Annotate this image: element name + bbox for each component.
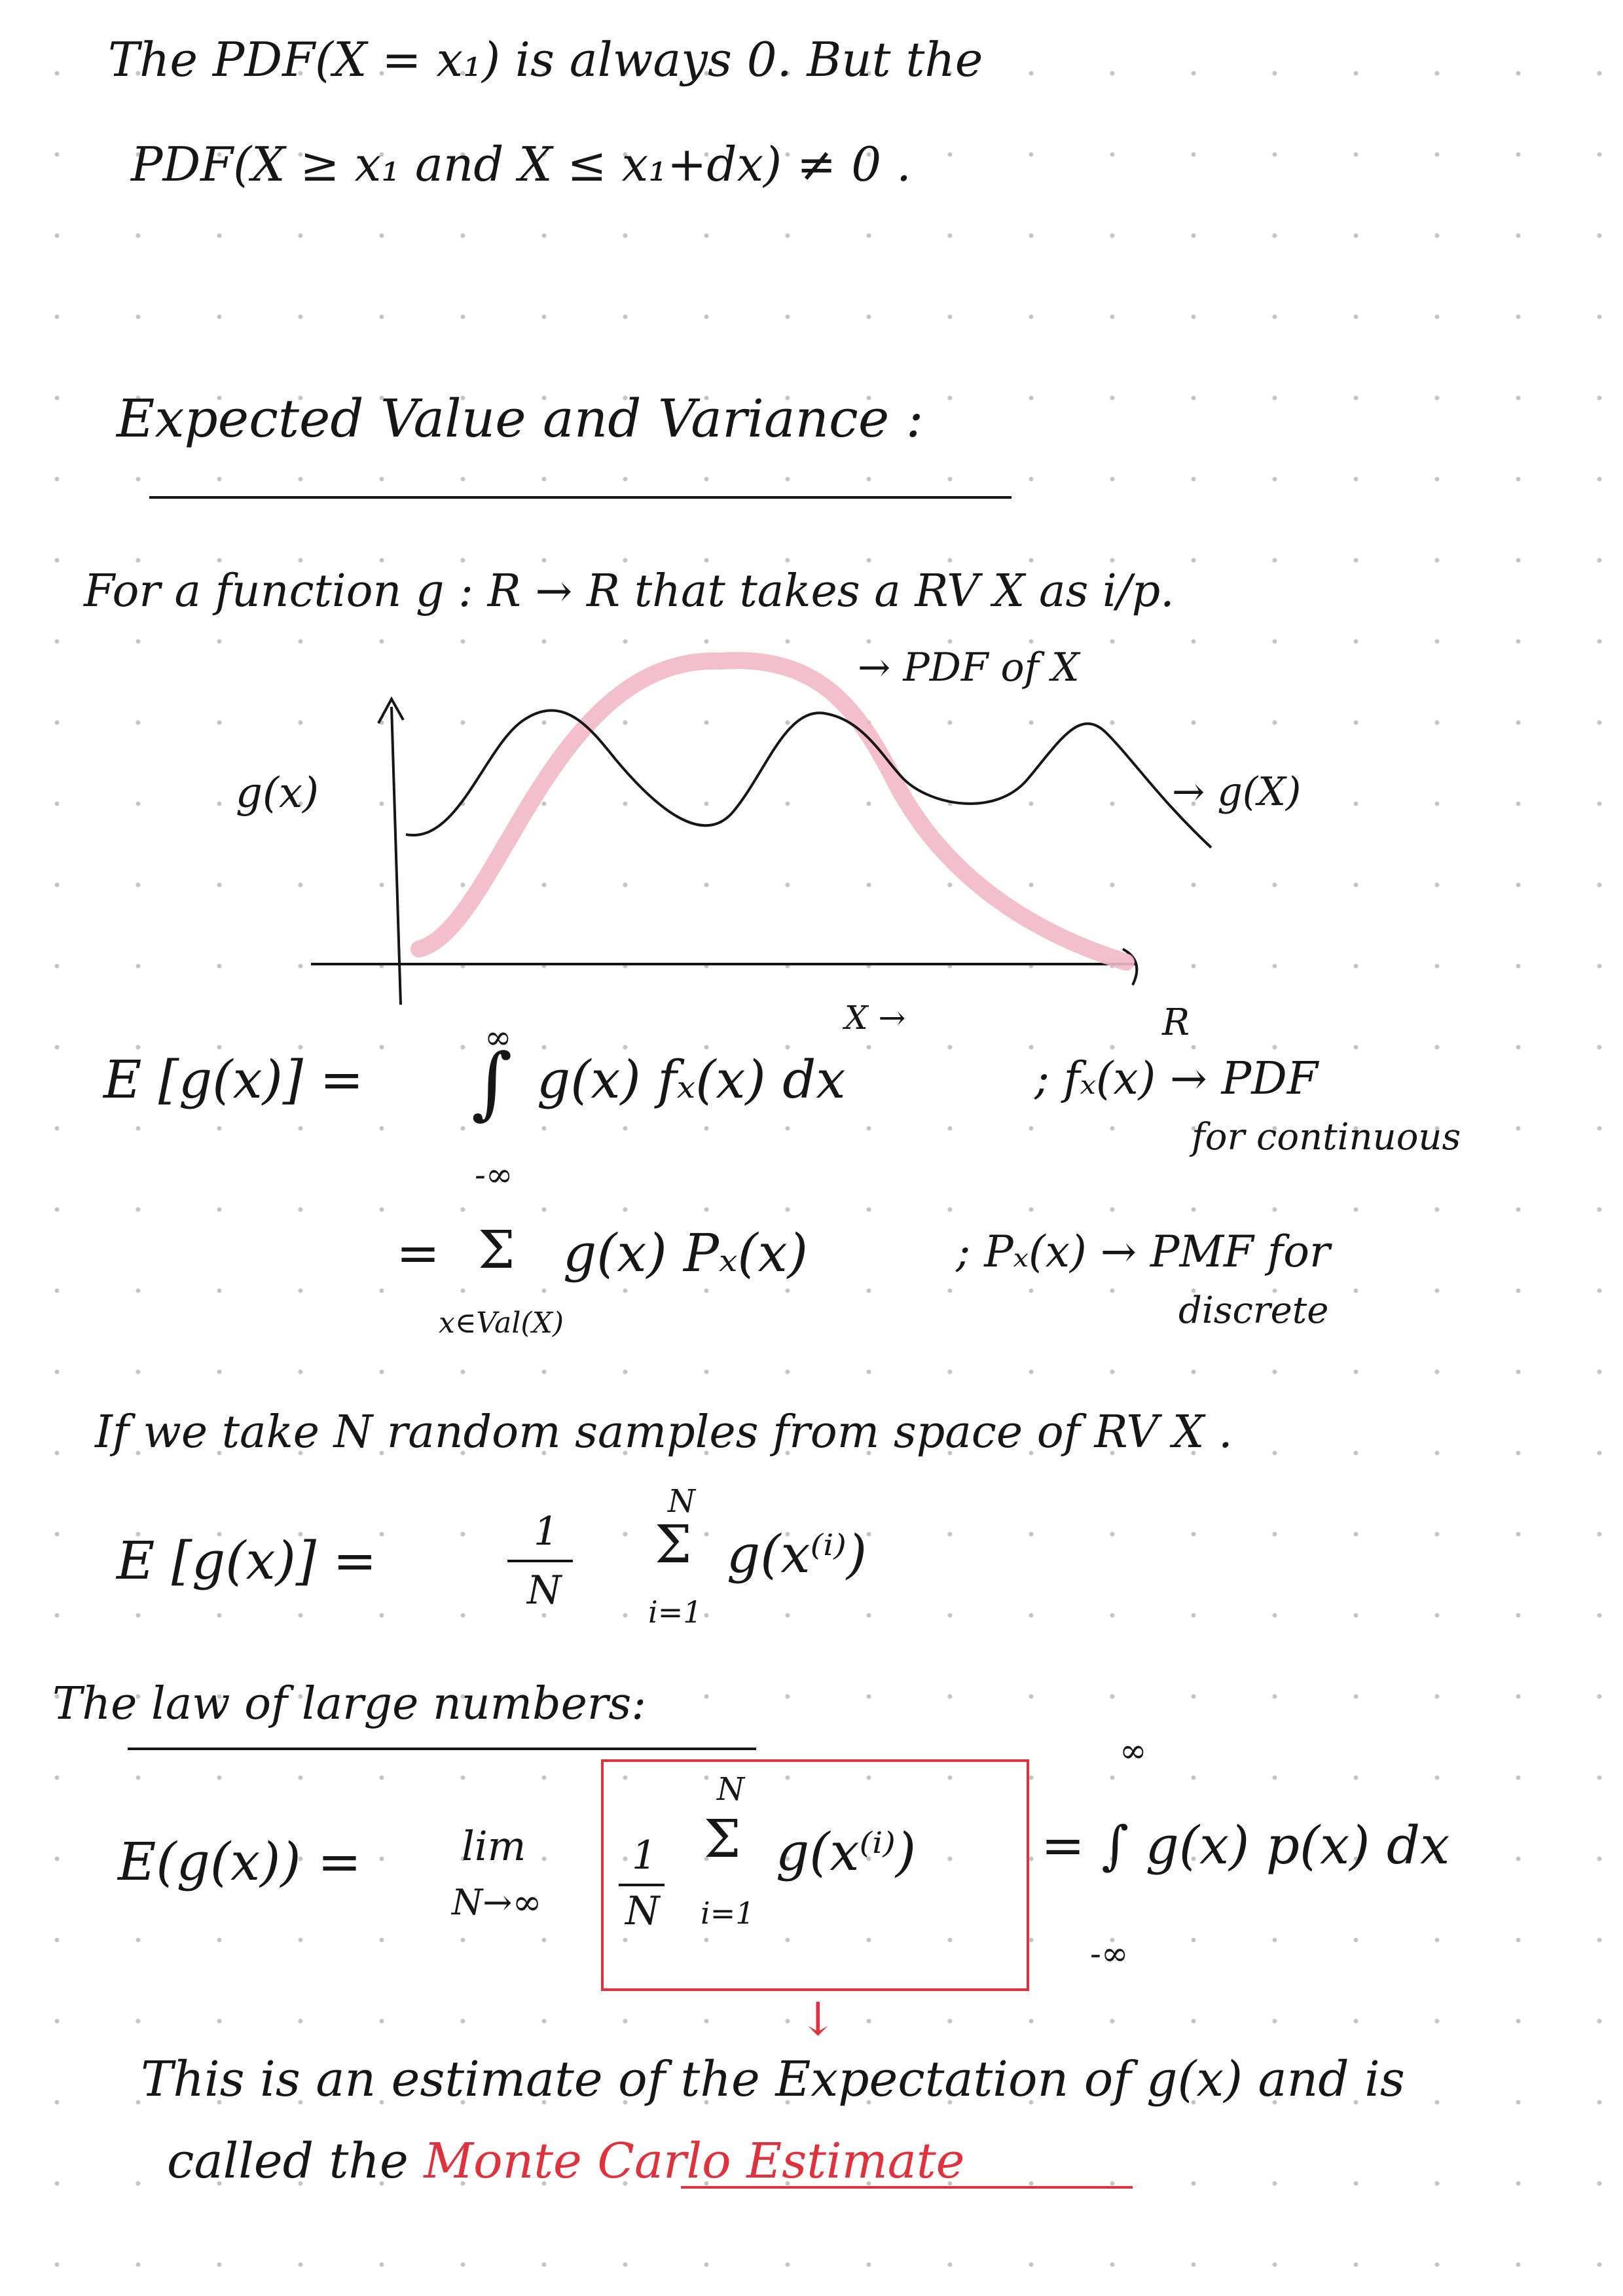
disc-note2: discrete	[1178, 1289, 1329, 1332]
sample-sigma: Σ	[655, 1514, 692, 1575]
monte-carlo-estimate: Monte Carlo Estimate	[424, 2133, 965, 2189]
lln-num: 1	[632, 1833, 657, 1878]
lln-sum-upper: N	[717, 1771, 744, 1808]
conclusion-prefix: called the	[167, 2133, 409, 2189]
lln-sum-lower: i=1	[701, 1895, 755, 1931]
pdf-interval-statement: PDF(X ≥ x₁ and X ≤ x₁+dx) ≠ 0 .	[131, 137, 911, 192]
lln-lim: lim	[462, 1822, 526, 1870]
disc-sigma: Σ	[478, 1219, 515, 1280]
r-axis-label: R	[1162, 1001, 1190, 1044]
cont-note: ; fₓ(x) → PDF	[1034, 1053, 1318, 1105]
lln-sigma: Σ	[704, 1808, 741, 1869]
y-axis	[390, 706, 402, 1005]
cont-lhs: E [g(x)] =	[103, 1049, 364, 1110]
sample-summand: g(x⁽ⁱ⁾)	[727, 1524, 867, 1585]
pdf-annotation: → PDF of X	[858, 645, 1080, 691]
cont-int-upper: ∞	[484, 1018, 512, 1056]
cont-integral: ∫	[471, 1037, 513, 1128]
pdf-point-statement: The PDF(X = x₁) is always 0. But the	[108, 32, 983, 87]
graph-y-label: g(x)	[236, 769, 319, 817]
cont-int-lower: -∞	[475, 1156, 513, 1194]
lln-int-lower: -∞	[1090, 1935, 1129, 1973]
sample-mean-lhs: E [g(x)] =	[117, 1530, 377, 1591]
disc-summand: g(x) Pₓ(x)	[563, 1223, 808, 1283]
conclusion-line2: called the Monte Carlo Estimate	[167, 2137, 964, 2185]
lln-summand: g(x⁽ⁱ⁾)	[776, 1821, 917, 1882]
lln-rhs: = ∫ g(x) p(x) dx	[1041, 1815, 1450, 1876]
down-arrow: ↓	[799, 1992, 837, 2046]
x-axis-label: X →	[845, 999, 906, 1037]
lln-lhs: E(g(x)) =	[118, 1831, 362, 1892]
lln-den: N	[625, 1888, 660, 1934]
function-statement: For a function g : R → R that takes a RV…	[84, 565, 1175, 617]
samples-statement: If we take N random samples from space o…	[95, 1407, 1233, 1458]
cont-integrand: g(x) fₓ(x) dx	[537, 1049, 846, 1110]
pdf-curve	[410, 652, 1135, 971]
lln-int-upper: ∞	[1120, 1732, 1147, 1770]
x-axis-arrow	[1122, 948, 1139, 986]
disc-sum-sub: x∈Val(X)	[439, 1306, 564, 1340]
cont-note2: for continuous	[1192, 1116, 1461, 1158]
sample-sum-lower: i=1	[648, 1594, 702, 1630]
y-axis-arrow	[377, 696, 405, 724]
sample-mean-den: N	[527, 1568, 562, 1613]
section-heading: Expected Value and Variance :	[117, 388, 924, 449]
disc-note: ; Pₓ(x) → PMF for	[956, 1227, 1330, 1277]
lln-heading: The law of large numbers:	[52, 1678, 647, 1730]
monte-carlo-box	[601, 1759, 1029, 1991]
sample-mean-num: 1	[534, 1509, 559, 1554]
lln-lim-sub: N→∞	[452, 1882, 542, 1923]
conclusion-line1: This is an estimate of the Expectation o…	[141, 2051, 1405, 2108]
g-annotation: → g(X)	[1172, 769, 1302, 815]
sample-sum-upper: N	[668, 1483, 695, 1520]
g-curve	[405, 709, 1213, 849]
disc-eq: =	[396, 1223, 441, 1283]
